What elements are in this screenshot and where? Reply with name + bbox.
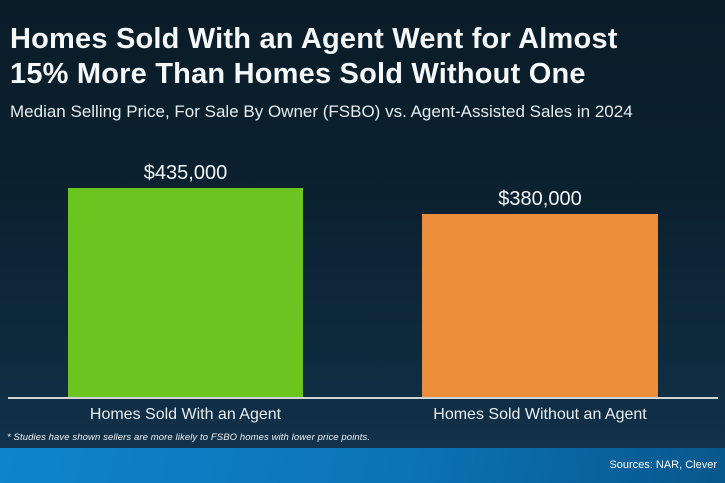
title-line-2: 15% More Than Homes Sold Without One (10, 58, 586, 90)
title-line-1: Homes Sold With an Agent Went for Almost (10, 23, 618, 55)
category-label-agent: Homes Sold With an Agent (89, 406, 282, 423)
category-label-fsbo: Homes Sold Without an Agent (433, 406, 647, 423)
bar-value-label-fsbo: $380,000 (498, 188, 582, 210)
sources-text: Sources: NAR, Clever (609, 459, 717, 471)
chart-subtitle: Median Selling Price, For Sale By Owner … (10, 102, 633, 121)
bar-value-label-agent: $435,000 (143, 162, 228, 184)
x-axis-baseline (8, 397, 718, 399)
bar-fsbo (422, 214, 658, 397)
page-title: Homes Sold With an Agent Went for Almost… (10, 22, 618, 92)
bar-agent (68, 188, 303, 397)
footnote: * Studies have shown sellers are more li… (7, 432, 371, 443)
footer-bar: Sources: NAR, Clever (0, 448, 725, 483)
